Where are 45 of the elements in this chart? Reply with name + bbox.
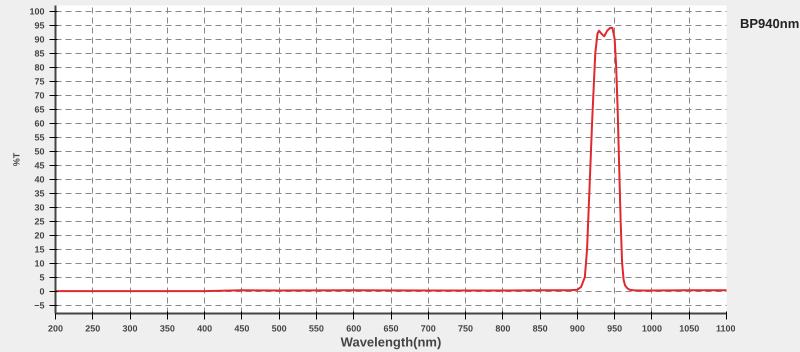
y-tick-label: 65: [34, 104, 45, 115]
x-tick-label: 200: [48, 324, 64, 334]
x-tick-label: 750: [458, 324, 474, 334]
y-tick-label: 100: [29, 6, 45, 17]
y-tick-label: 50: [34, 146, 45, 157]
x-tick-label: 1050: [679, 324, 700, 334]
y-tick-label: 5: [39, 272, 45, 283]
x-tick-label: 550: [308, 324, 324, 334]
y-tick-label: 45: [34, 160, 45, 171]
x-tick-label: 500: [272, 324, 287, 334]
y-tick-label: 85: [34, 48, 45, 59]
x-tick-label: 650: [383, 324, 399, 334]
y-axis-title: %T: [11, 152, 22, 166]
x-tick-label: 800: [495, 324, 510, 334]
y-tick-label: 90: [34, 34, 45, 45]
y-tick-label: 95: [34, 20, 45, 31]
y-tick-label: 70: [34, 90, 45, 101]
y-tick-label: 25: [34, 216, 45, 227]
x-tick-label: 350: [160, 324, 175, 334]
y-tick-label: 0: [39, 286, 45, 297]
x-tick-label: 250: [85, 324, 100, 334]
y-tick-label: 20: [34, 230, 45, 241]
y-tick-label: 75: [34, 76, 45, 87]
y-tick-label: 30: [34, 202, 45, 213]
y-tick-label: 80: [34, 62, 45, 73]
x-axis-title: Wavelength(nm): [340, 334, 442, 350]
x-tick-label: 850: [532, 324, 548, 334]
x-tick-label: 400: [197, 324, 212, 334]
x-tick-label: 1000: [642, 324, 662, 334]
x-tick-label: 1100: [716, 324, 736, 334]
y-tick-label: 60: [34, 118, 45, 129]
y-tick-label: 40: [34, 174, 45, 185]
y-tick-label: −5: [34, 300, 45, 311]
text: BP940nm: [740, 15, 800, 33]
x-tick-label: 450: [234, 324, 250, 334]
y-tick-label: 35: [34, 188, 45, 199]
x-tick-label: 700: [420, 324, 436, 334]
y-tick-label: 55: [34, 132, 45, 143]
x-tick-label: 900: [570, 324, 585, 334]
y-tick-label: 15: [34, 244, 45, 255]
y-tick-label: 10: [34, 258, 45, 269]
line-series: [56, 26, 726, 292]
x-tick-label: 300: [122, 324, 138, 334]
x-tick-label: 950: [607, 324, 622, 334]
x-tick-label: 600: [346, 324, 362, 334]
